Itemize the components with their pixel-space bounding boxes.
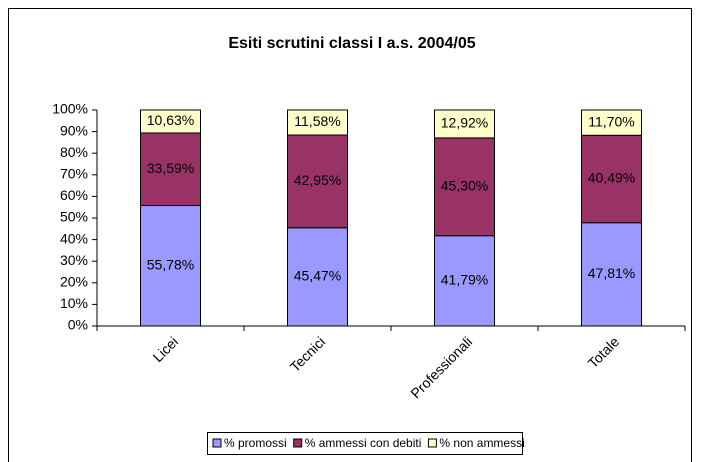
y-tick-label: 70% [60,166,88,182]
bar-segment [140,109,201,134]
value-label: 10,63% [147,112,194,128]
legend-label: % non ammessi [439,436,524,450]
y-tick-label: 0% [68,317,88,333]
y-tick-label: 10% [60,295,88,311]
y-tick-label: 40% [60,230,88,246]
bar-segment [434,109,495,139]
legend-box [207,432,523,455]
legend-swatch [427,438,437,448]
value-label: 40,49% [588,170,635,186]
y-tick-label: 30% [60,252,88,268]
value-label: 47,81% [588,265,635,281]
bar-segment [140,205,201,327]
y-tick-label: 100% [52,101,88,117]
bar-segment [434,137,495,237]
bar-segment [581,134,642,224]
y-tick-label: 20% [60,274,88,290]
value-label: 33,59% [147,160,194,176]
y-tick-label: 50% [60,209,88,225]
bar-segment [287,109,348,136]
bar-segment [287,227,348,327]
value-label: 11,70% [588,113,634,129]
bar-segment [434,235,495,327]
y-tick-label: 60% [60,187,88,203]
legend-swatch [293,438,303,448]
legend-swatch [212,438,222,448]
value-label: 41,79% [441,272,488,288]
bar-segment [581,109,642,136]
bar-segment [140,132,201,207]
value-label: 45,47% [294,268,341,284]
value-label: 12,92% [441,115,488,131]
y-tick-label: 90% [60,122,88,138]
value-label: 55,78% [147,256,194,272]
y-tick-label: 80% [60,144,88,160]
legend-label: % ammessi con debiti [305,436,422,450]
legend-label: % promossi [224,436,287,450]
value-label: 42,95% [294,172,341,188]
value-label: 11,58% [294,113,340,129]
chart-border [8,8,692,462]
value-label: 45,30% [441,178,488,194]
bar-segment [581,222,642,327]
chart-title: Esiti scrutini classi I a.s. 2004/05 [228,35,475,52]
